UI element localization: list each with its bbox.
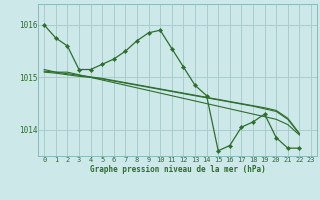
X-axis label: Graphe pression niveau de la mer (hPa): Graphe pression niveau de la mer (hPa) [90,164,266,174]
